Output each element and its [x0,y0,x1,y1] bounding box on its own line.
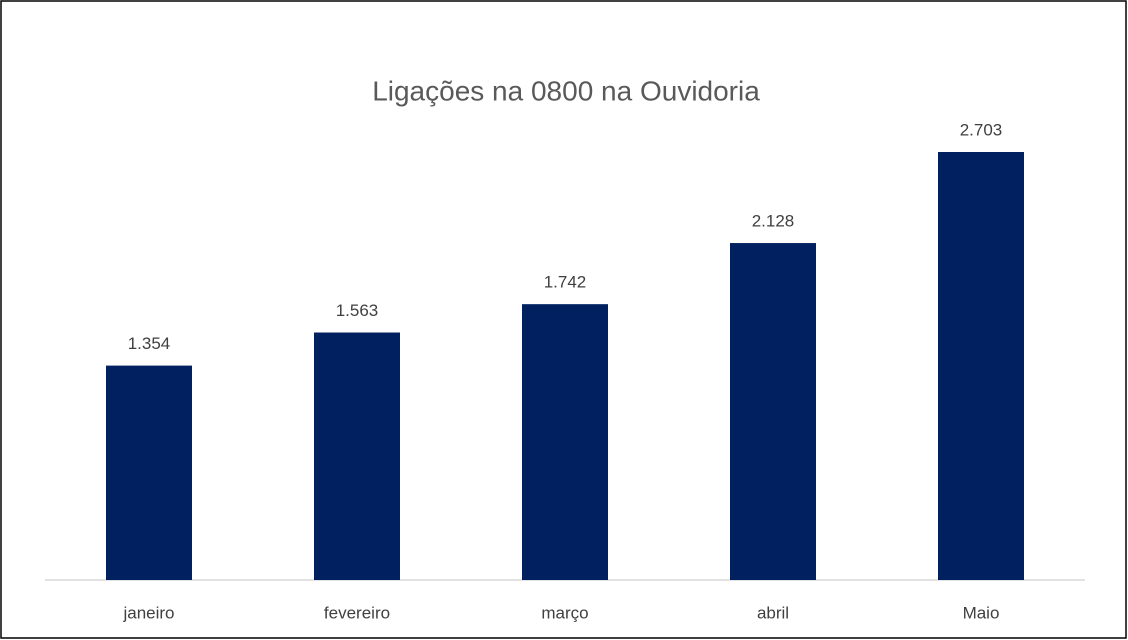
bar [938,152,1024,580]
data-label: 2.128 [752,212,795,231]
data-label: 1.563 [336,301,379,320]
data-label: 1.742 [544,273,587,292]
data-label: 1.354 [128,334,171,353]
data-label: 2.703 [960,120,1003,139]
bar [522,304,608,580]
bar [106,365,192,580]
chart-title: Ligações na 0800 na Ouvidoria [372,75,760,106]
bar [314,332,400,580]
x-tick-label: abril [757,603,789,622]
bar [730,243,816,580]
x-tick-label: março [541,603,588,622]
x-tick-label: Maio [963,603,1000,622]
x-tick-label: fevereiro [324,603,390,622]
x-tick-label: janeiro [122,603,174,622]
